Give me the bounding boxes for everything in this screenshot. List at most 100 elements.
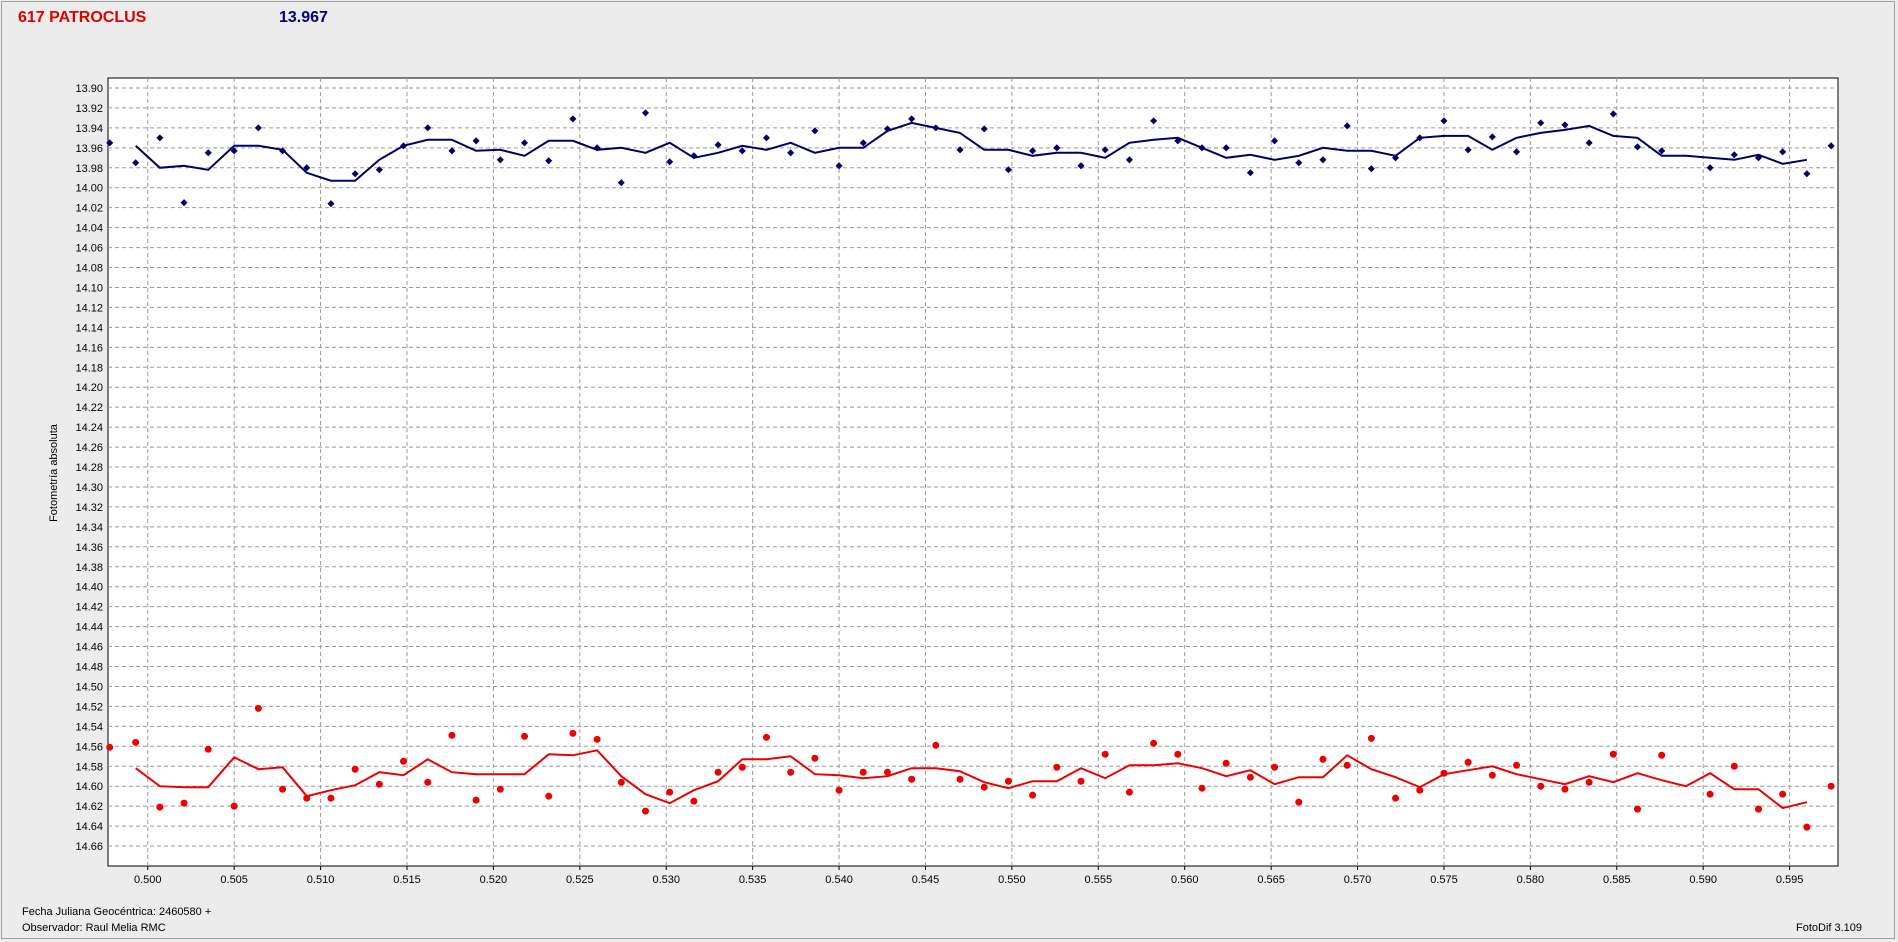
y-tick-label: 14.42 [75, 602, 103, 614]
data-point-blue [932, 124, 940, 132]
data-point-red [1754, 805, 1762, 813]
data-point-red [1222, 759, 1230, 767]
data-point-red [545, 792, 553, 800]
y-tick-label: 14.56 [75, 741, 103, 753]
data-point-red [496, 785, 504, 793]
x-tick-label: 0.575 [1430, 874, 1458, 886]
x-tick-label: 0.535 [739, 874, 767, 886]
data-point-blue [569, 115, 577, 123]
data-point-red [617, 778, 625, 786]
data-point-blue [399, 142, 408, 150]
data-point-red [569, 729, 577, 737]
y-axis-label: Fotometría absoluta [48, 423, 60, 522]
data-point-blue [883, 125, 891, 133]
data-point-red [1392, 794, 1400, 802]
y-tick-label: 14.38 [75, 562, 103, 574]
y-tick-label: 14.20 [75, 382, 103, 394]
data-point-blue [279, 147, 287, 155]
software-version: FotoDif 3.109 [1796, 922, 1863, 934]
x-tick-label: 0.590 [1689, 874, 1717, 886]
data-point-red [1464, 758, 1472, 766]
y-tick-label: 14.02 [75, 203, 103, 215]
data-point-red [641, 807, 649, 815]
data-point-blue [835, 162, 843, 170]
x-tick-label: 0.505 [220, 874, 248, 886]
data-point-red [303, 794, 311, 802]
y-tick-label: 13.90 [75, 83, 103, 95]
data-point-blue [520, 139, 529, 147]
data-point-red [1827, 782, 1835, 790]
data-point-red [1730, 762, 1738, 770]
data-point-red [593, 735, 601, 743]
series-line-blue [135, 121, 1808, 182]
y-tick-label: 14.58 [75, 761, 103, 773]
y-tick-label: 14.32 [75, 502, 103, 514]
data-point-red [1029, 791, 1037, 799]
data-point-red [1343, 761, 1351, 769]
x-tick-label: 0.555 [1085, 874, 1113, 886]
data-point-blue [327, 200, 335, 208]
plot-area [107, 77, 1839, 867]
data-point-red [1513, 761, 1521, 769]
x-tick-label: 0.530 [652, 874, 680, 886]
data-point-red [1246, 773, 1254, 781]
data-point-red [132, 738, 140, 746]
data-point-blue [956, 146, 964, 154]
data-point-red [375, 780, 383, 788]
x-tick-label: 0.595 [1776, 874, 1804, 886]
data-point-blue [351, 170, 359, 178]
y-tick-label: 13.98 [75, 163, 103, 175]
data-point-blue [617, 179, 625, 187]
data-point-red [472, 796, 480, 804]
data-point-red [1367, 734, 1375, 742]
data-point-blue [472, 137, 480, 145]
x-tick-label: 0.520 [480, 874, 508, 886]
data-point-red [1198, 784, 1206, 792]
data-point-blue [375, 166, 383, 174]
data-point-red [1271, 763, 1279, 771]
data-point-red [1658, 751, 1666, 759]
y-tick-label: 14.44 [75, 622, 103, 634]
x-tick-label: 0.515 [393, 874, 421, 886]
data-point-red [690, 797, 698, 805]
data-point-red [1101, 750, 1109, 758]
data-point-red [908, 775, 916, 783]
y-tick-label: 14.60 [75, 781, 103, 793]
data-point-blue [980, 125, 988, 133]
object-name-title: 617 PATROCLUS [18, 9, 147, 26]
y-tick-label: 14.26 [75, 442, 103, 454]
y-tick-label: 14.40 [75, 582, 103, 594]
y-tick-label: 13.96 [75, 143, 103, 155]
series-line-red [135, 749, 1808, 810]
data-point-blue [690, 152, 698, 160]
data-point-blue [132, 159, 140, 167]
data-point-blue [106, 139, 114, 147]
y-tick-label: 14.00 [75, 183, 103, 195]
y-tick-label: 14.46 [75, 642, 103, 654]
data-point-red [180, 799, 188, 807]
data-point-red [1585, 778, 1593, 786]
y-tick-label: 14.12 [75, 302, 103, 314]
data-point-blue [738, 147, 746, 155]
data-point-red [714, 768, 722, 776]
data-point-red [1609, 750, 1617, 758]
data-point-red [448, 731, 456, 739]
data-point-red [1416, 786, 1424, 794]
data-point-blue [448, 147, 456, 155]
data-point-red [980, 783, 988, 791]
y-tick-label: 13.92 [75, 103, 103, 115]
data-point-red [1319, 755, 1327, 763]
data-point-red [859, 768, 867, 776]
data-point-blue [641, 109, 650, 117]
x-tick-label: 0.525 [566, 874, 594, 886]
y-tick-label: 14.64 [75, 821, 103, 833]
data-point-red [400, 757, 408, 765]
y-tick-label: 14.36 [75, 542, 103, 554]
x-tick-label: 0.580 [1517, 874, 1545, 886]
data-point-red [106, 743, 114, 751]
data-point-blue [204, 149, 212, 157]
data-point-blue [666, 158, 674, 166]
data-point-blue [908, 115, 916, 123]
